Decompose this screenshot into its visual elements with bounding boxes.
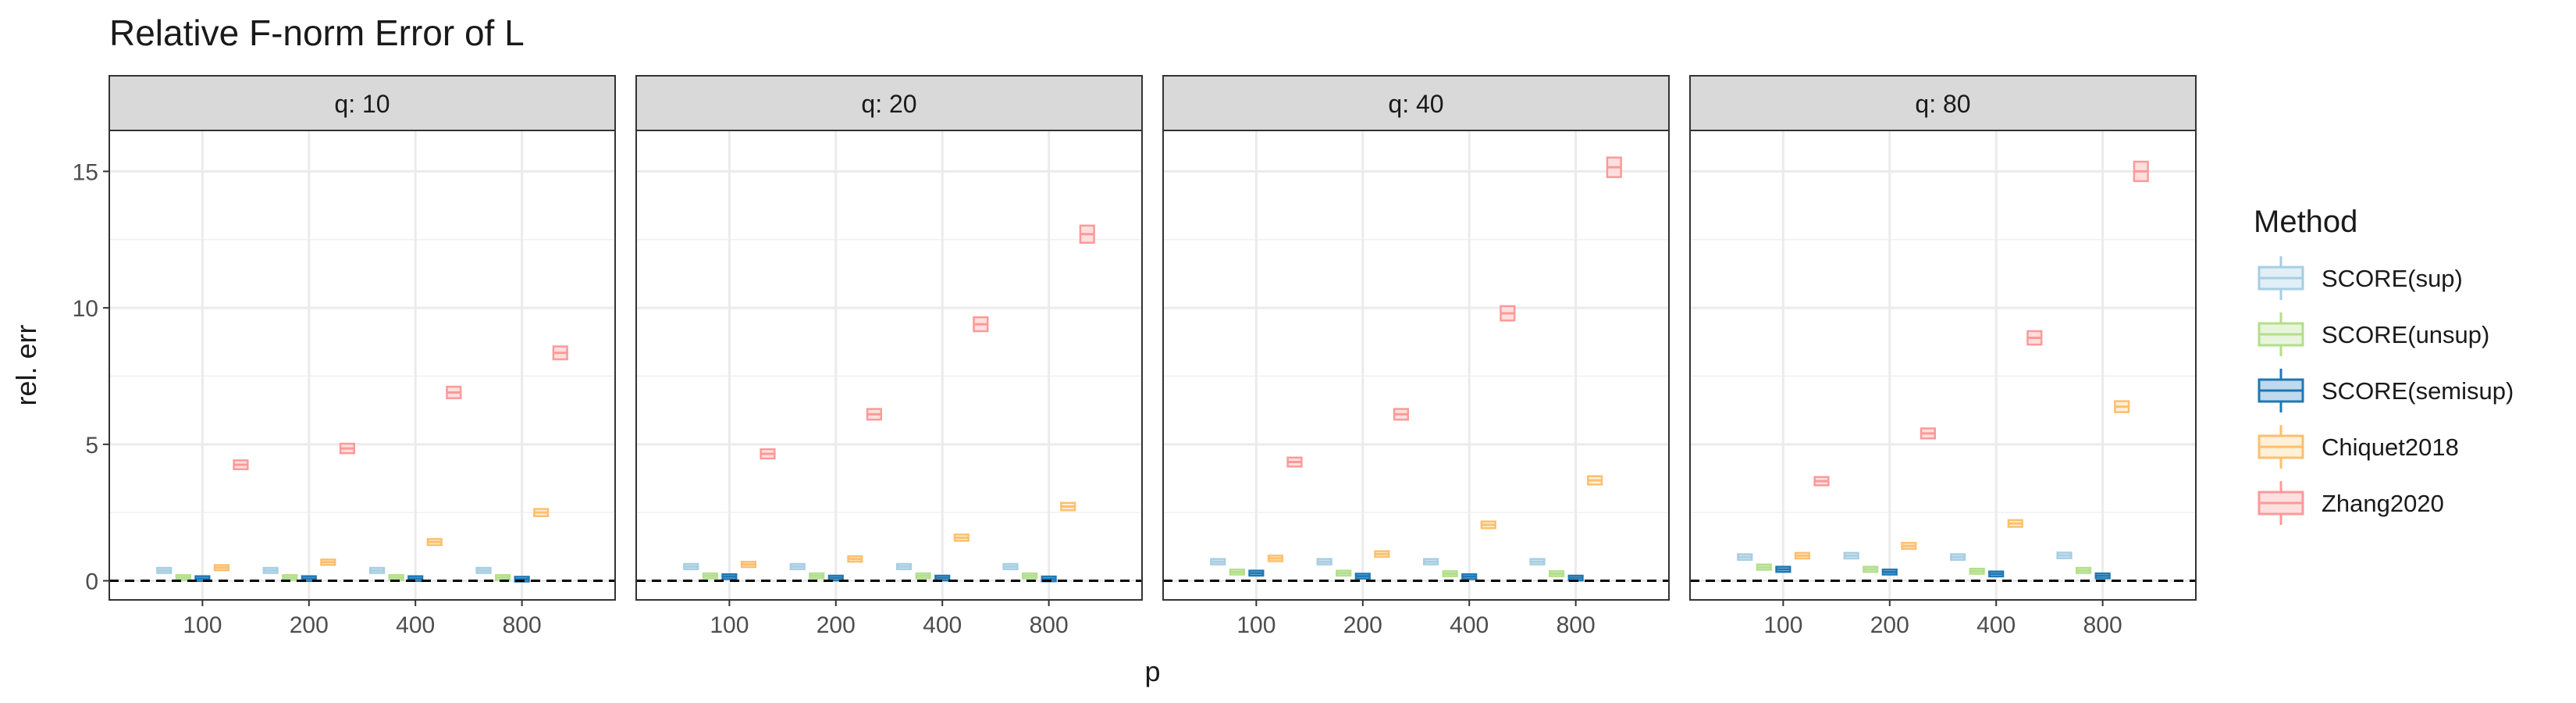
x-tick-label: 200 (1870, 612, 1909, 638)
facet-strip (109, 75, 616, 131)
facet-label: q: 10 (334, 90, 390, 118)
facet-label: q: 80 (1915, 90, 1970, 118)
y-tick-label: 10 (73, 296, 98, 322)
x-axis-label: p (1144, 655, 1160, 687)
facet-panel: q: 40 100 200 400 800 (1162, 75, 1670, 638)
legend-label: Chiquet2018 (2322, 434, 2459, 461)
panel-background (109, 130, 615, 600)
facet-strip (1689, 75, 2197, 131)
panel-border (109, 130, 616, 601)
x-tick-label: 200 (290, 612, 329, 638)
legend-item: SCORE(unsup) (2258, 312, 2489, 356)
legend-label: SCORE(unsup) (2322, 321, 2489, 348)
panel-background (1690, 130, 2196, 600)
panel-border (635, 130, 1143, 601)
facet-panel: q: 20 100 200 400 800 (635, 75, 1143, 638)
panel-border (1162, 130, 1670, 601)
legend-item: SCORE(semisup) (2258, 369, 2514, 412)
x-tick-label: 200 (817, 612, 856, 638)
panel-background (1163, 130, 1669, 600)
y-axis-label: rel. err (10, 324, 42, 405)
y-tick-label: 0 (85, 569, 98, 595)
legend-label: Zhang2020 (2322, 490, 2444, 517)
legend-title: Method (2254, 205, 2357, 239)
y-tick-label: 5 (85, 433, 98, 459)
x-tick-label: 100 (183, 612, 222, 638)
facet-panel: q: 80 100 200 400 800 (1689, 75, 2197, 638)
panel-border (1689, 130, 2197, 601)
legend: Method SCORE(sup) SCORE(unsup) SCORE(semis… (2254, 205, 2514, 525)
facet-label: q: 20 (861, 90, 916, 118)
facet-strip (635, 75, 1143, 131)
chart-title: Relative F-norm Error of L (109, 12, 525, 53)
x-tick-label: 100 (710, 612, 749, 638)
legend-label: SCORE(sup) (2322, 265, 2463, 292)
x-tick-label: 400 (923, 612, 962, 638)
x-tick-label: 800 (2083, 612, 2122, 638)
x-tick-label: 400 (1450, 612, 1489, 638)
x-tick-label: 400 (396, 612, 435, 638)
legend-item: Chiquet2018 (2258, 425, 2459, 469)
x-tick-label: 200 (1343, 612, 1382, 638)
legend-label: SCORE(semisup) (2322, 377, 2514, 405)
facet-panel: q: 10 100 200 400 800 (109, 75, 616, 638)
legend-item: Zhang2020 (2258, 481, 2444, 525)
x-tick-label: 100 (1236, 612, 1276, 638)
facet-label: q: 40 (1388, 90, 1443, 118)
facet-strip (1162, 75, 1670, 131)
legend-item: SCORE(sup) (2258, 256, 2463, 300)
y-tick-label: 15 (73, 159, 98, 185)
x-tick-label: 800 (1557, 612, 1596, 638)
x-tick-label: 400 (1976, 612, 2016, 638)
x-tick-label: 100 (1763, 612, 1802, 638)
panel-background (636, 130, 1142, 600)
x-tick-label: 800 (503, 612, 542, 638)
x-tick-label: 800 (1030, 612, 1069, 638)
